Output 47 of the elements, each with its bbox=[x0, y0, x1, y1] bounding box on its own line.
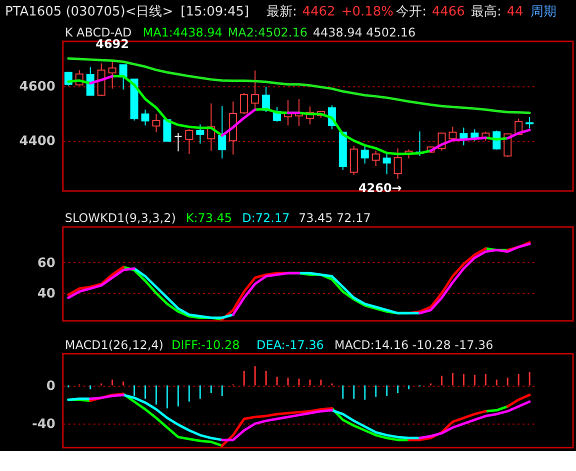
candlestick bbox=[526, 116, 534, 129]
text: 最新: bbox=[266, 4, 297, 20]
candlestick bbox=[382, 152, 391, 175]
line-series bbox=[67, 57, 531, 114]
text: K:73.45 bbox=[186, 211, 232, 226]
y-tick-label: 40 bbox=[37, 286, 56, 302]
chart-subtitle: K ABCD-AD bbox=[64, 25, 132, 40]
candlestick bbox=[240, 92, 248, 115]
candlestick bbox=[152, 114, 160, 133]
chart-title: SLOWKD1(9,3,3,2) bbox=[64, 211, 176, 226]
candlestick bbox=[372, 150, 380, 167]
candlestick bbox=[108, 60, 116, 90]
y-tick-label: 4600 bbox=[19, 80, 56, 95]
text: +0.18% bbox=[341, 4, 394, 20]
text: -10.28 -17.36 bbox=[412, 338, 494, 352]
candlestick bbox=[448, 126, 457, 140]
text: 周期 bbox=[530, 4, 556, 20]
candlestick bbox=[460, 127, 468, 146]
candlestick bbox=[196, 124, 204, 144]
candlestick bbox=[174, 132, 182, 152]
candlestick bbox=[360, 144, 369, 164]
text: 最高: bbox=[470, 3, 502, 20]
text: MA1:4438.94 bbox=[142, 25, 222, 40]
text: 4462 bbox=[302, 4, 336, 20]
text: D:72.17 bbox=[242, 211, 290, 226]
text: MA2:4502.16 bbox=[228, 25, 308, 40]
candlestick bbox=[251, 70, 260, 111]
text: DEA:-17.36 bbox=[256, 338, 324, 352]
y-tick-label: -40 bbox=[32, 417, 56, 432]
text: 4466 bbox=[432, 4, 465, 20]
text: MACD:14.16 bbox=[334, 338, 409, 352]
text: DIFF:-10.28 bbox=[172, 338, 240, 352]
chart-title: MACD1(26,12,4) bbox=[64, 338, 164, 352]
candlestick bbox=[141, 109, 150, 126]
y-tick-label: 60 bbox=[37, 256, 56, 271]
candlestick bbox=[394, 148, 402, 180]
text: [15:09:45] bbox=[180, 4, 250, 20]
text: 44 bbox=[506, 4, 524, 20]
candlestick bbox=[218, 106, 226, 159]
text: 73.45 72.17 bbox=[298, 211, 371, 226]
y-tick-label: 0 bbox=[46, 378, 56, 394]
text: 今开: bbox=[396, 4, 426, 20]
candlestick bbox=[185, 128, 194, 155]
chart-title: PTA1605 (030705)<日线> bbox=[4, 4, 174, 20]
candlestick bbox=[350, 145, 358, 176]
text: 4438.94 4502.16 bbox=[312, 25, 416, 40]
y-tick-label: 4400 bbox=[19, 134, 56, 150]
